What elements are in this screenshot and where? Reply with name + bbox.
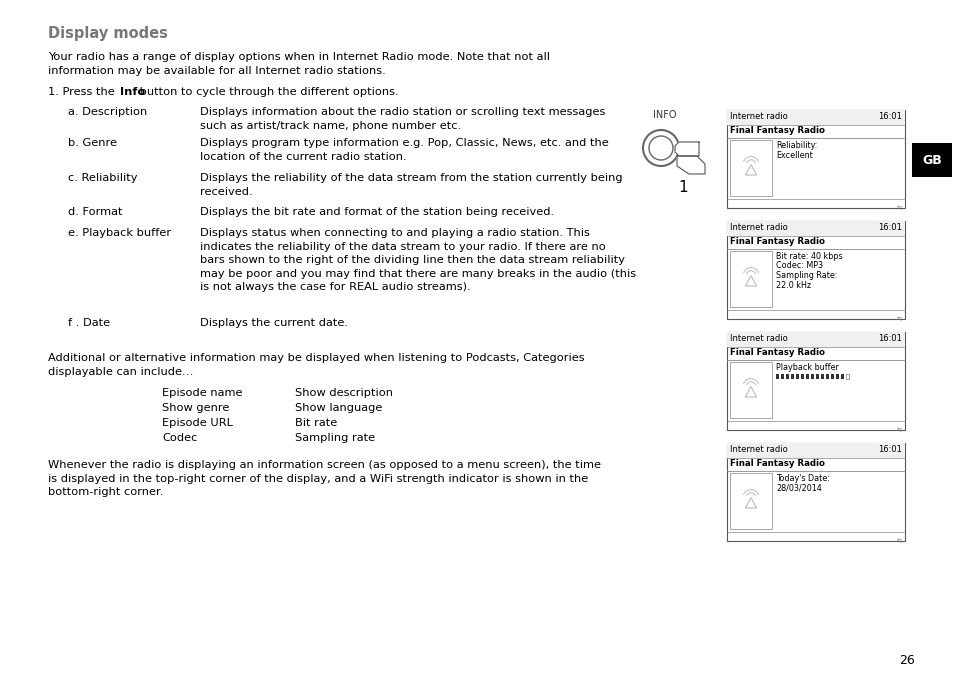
Text: 22.0 kHz: 22.0 kHz [775, 281, 810, 289]
Text: Additional or alternative information may be displayed when listening to Podcast: Additional or alternative information ma… [48, 353, 584, 377]
Text: 26: 26 [898, 654, 914, 667]
Bar [726, 443, 904, 541]
Text: Displays status when connecting to and playing a radio station. This
indicates t: Displays status when connecting to and p… [200, 228, 636, 292]
Text: Whenever the radio is displaying an information screen (as opposed to a menu scr: Whenever the radio is displaying an info… [48, 460, 600, 497]
Bar [781, 374, 783, 379]
Bar [845, 374, 848, 379]
Text: Bit rate: Bit rate [294, 418, 337, 428]
Bar [790, 374, 794, 379]
Text: Your radio has a range of display options when in Internet Radio mode. Note that: Your radio has a range of display option… [48, 52, 550, 75]
Polygon shape [677, 156, 704, 174]
Text: Displays program type information e.g. Pop, Classic, News, etc. and the
location: Displays program type information e.g. P… [200, 138, 608, 162]
Text: Displays the bit rate and format of the station being received.: Displays the bit rate and format of the … [200, 207, 554, 217]
Bar [726, 332, 904, 347]
Bar [785, 374, 789, 379]
Bar [729, 362, 771, 418]
Text: Episode URL: Episode URL [162, 418, 233, 428]
Text: Displays information about the radio station or scrolling text messages
such as : Displays information about the radio sta… [200, 107, 605, 131]
Bar [825, 374, 828, 379]
Text: Internet radio: Internet radio [729, 223, 787, 232]
Text: Today's Date:: Today's Date: [775, 474, 829, 483]
Text: Final Fantasy Radio: Final Fantasy Radio [729, 459, 824, 468]
Text: Episode name: Episode name [162, 388, 242, 398]
Polygon shape [675, 142, 699, 156]
Bar [726, 221, 904, 236]
Text: ⇆: ⇆ [896, 206, 901, 211]
Text: f . Date: f . Date [68, 318, 110, 328]
Text: Internet radio: Internet radio [729, 445, 787, 454]
Text: Excellent: Excellent [775, 151, 812, 160]
Text: d. Format: d. Format [68, 207, 122, 217]
Text: 16:01: 16:01 [877, 445, 901, 454]
Text: Codec: Codec [162, 433, 197, 443]
Bar [810, 374, 814, 379]
Text: Sampling Rate:: Sampling Rate: [775, 271, 837, 280]
Text: GB: GB [922, 153, 941, 166]
Text: 16:01: 16:01 [877, 112, 901, 121]
Text: INFO: INFO [652, 110, 676, 120]
Text: Playback buffer: Playback buffer [775, 363, 838, 372]
Bar [801, 374, 803, 379]
Text: Final Fantasy Radio: Final Fantasy Radio [729, 348, 824, 357]
Bar [775, 374, 779, 379]
Text: ⇆: ⇆ [896, 317, 901, 322]
Text: 16:01: 16:01 [877, 223, 901, 232]
Text: Show description: Show description [294, 388, 393, 398]
Bar [795, 374, 799, 379]
Bar [911, 143, 951, 177]
Bar [726, 443, 904, 458]
Bar [821, 374, 823, 379]
Bar [729, 251, 771, 307]
Bar [729, 140, 771, 196]
Text: e. Playback buffer: e. Playback buffer [68, 228, 171, 238]
Text: Show language: Show language [294, 403, 382, 413]
Text: b. Genre: b. Genre [68, 138, 117, 148]
Text: a. Description: a. Description [68, 107, 147, 117]
Text: ⇆: ⇆ [896, 539, 901, 544]
Text: 1: 1 [678, 180, 687, 195]
Text: 28/03/2014: 28/03/2014 [775, 483, 821, 493]
Bar [726, 110, 904, 125]
Text: Internet radio: Internet radio [729, 334, 787, 343]
Text: Show genre: Show genre [162, 403, 229, 413]
Text: Displays the reliability of the data stream from the station currently being
rec: Displays the reliability of the data str… [200, 173, 622, 197]
Bar [726, 110, 904, 208]
Text: 16:01: 16:01 [877, 334, 901, 343]
Text: Codec: MP3: Codec: MP3 [775, 262, 822, 271]
Text: Display modes: Display modes [48, 26, 168, 41]
Bar [841, 374, 843, 379]
Text: button to cycle through the different options.: button to cycle through the different op… [136, 87, 398, 97]
Text: Displays the current date.: Displays the current date. [200, 318, 348, 328]
Text: ⇆: ⇆ [896, 428, 901, 433]
Bar [726, 221, 904, 319]
Text: c. Reliability: c. Reliability [68, 173, 137, 183]
Bar [815, 374, 819, 379]
Text: 1. Press the: 1. Press the [48, 87, 118, 97]
Bar [805, 374, 809, 379]
Text: Internet radio: Internet radio [729, 112, 787, 121]
Text: Reliability:: Reliability: [775, 141, 817, 150]
Text: Bit rate: 40 kbps: Bit rate: 40 kbps [775, 252, 841, 261]
Bar [729, 473, 771, 529]
Bar [835, 374, 839, 379]
Text: Sampling rate: Sampling rate [294, 433, 375, 443]
Bar [726, 332, 904, 430]
Text: Info: Info [120, 87, 145, 97]
Text: Final Fantasy Radio: Final Fantasy Radio [729, 126, 824, 135]
Text: Final Fantasy Radio: Final Fantasy Radio [729, 237, 824, 246]
Bar [830, 374, 834, 379]
